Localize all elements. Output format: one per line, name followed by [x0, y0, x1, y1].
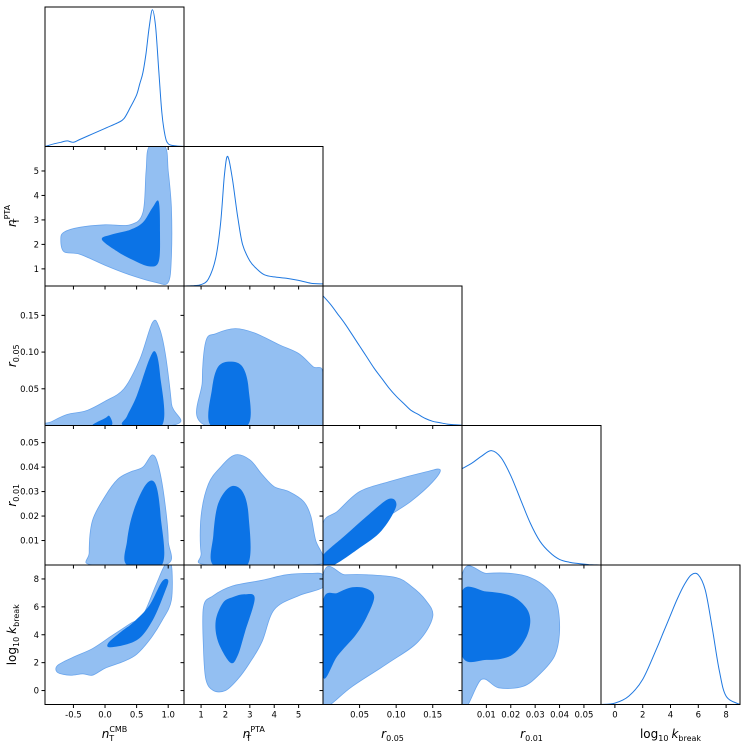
- contour-68-region: [92, 415, 113, 426]
- y-tick-label: 0.15: [20, 311, 39, 321]
- y-tick-label: 0.01: [20, 537, 39, 547]
- x-tick-label: 0.02: [501, 711, 520, 721]
- x-tick-label: 0.04: [550, 711, 569, 721]
- y-tick-label: 6: [34, 603, 39, 613]
- y-tick-label: 2: [34, 659, 39, 669]
- x-tick-label: 3: [247, 711, 252, 721]
- contour-panel-1-0: [60, 146, 173, 285]
- x-tick-label: 8: [723, 711, 728, 721]
- x-tick-label: 0.0: [98, 711, 112, 721]
- y-axis-label-r_001: r0.01: [5, 484, 21, 507]
- contour-68-region: [208, 361, 251, 426]
- y-tick-label: 5: [34, 167, 39, 177]
- y-tick-label: 8: [34, 575, 39, 585]
- x-tick-label: 5: [296, 711, 301, 721]
- contour-panel-2-1: [196, 328, 323, 426]
- contour-panel-4-1: [202, 572, 323, 693]
- contour-panel-3-1: [197, 454, 323, 565]
- x-tick-label: 1.0: [161, 711, 175, 721]
- contour-68-region: [107, 578, 169, 648]
- panel-frame-3-3: [461, 425, 602, 566]
- y-axis-label-r_005: r0.05: [5, 344, 21, 367]
- contour-panel-3-2: [323, 468, 441, 565]
- x-axis-label-nT_CMB: nCMB T: [102, 725, 128, 743]
- contour-panel-2-0: [45, 319, 182, 426]
- x-tick-label: 4: [272, 711, 277, 721]
- contour-68-region: [323, 586, 375, 679]
- panel-frame-4-4: [600, 564, 741, 705]
- marginal-curve-nT_PTA: [184, 155, 323, 286]
- x-axis-label-r_001: r0.01: [520, 727, 543, 743]
- y-axis-label-log10_kbreak: log10kbreak: [5, 604, 21, 665]
- marginal-curve-log10_kbreak: [601, 572, 740, 705]
- x-axis-label-nT_PTA: nPTA T: [243, 725, 266, 743]
- x-tick-label: 0.05: [574, 711, 593, 721]
- x-tick-label: 0.10: [387, 711, 406, 721]
- x-tick-label: 0.05: [350, 711, 369, 721]
- contour-68-region: [215, 594, 255, 664]
- x-tick-label: 4: [668, 711, 673, 721]
- x-tick-label: 1: [198, 711, 203, 721]
- y-tick-label: 0.05: [20, 439, 39, 449]
- y-axis-label-nT_PTA: nPTAT: [3, 204, 21, 227]
- x-tick-label: 2: [640, 711, 645, 721]
- contour-panel-4-3: [462, 565, 561, 705]
- contour-panel-3-0: [85, 454, 172, 565]
- contour-68-region: [101, 200, 161, 267]
- contour-panel-4-2: [323, 565, 434, 705]
- marginal-curve-r_005: [323, 295, 462, 426]
- panel-frame-2-2: [322, 285, 463, 426]
- x-tick-label: 0.03: [526, 711, 545, 721]
- y-tick-label: 0: [34, 687, 39, 697]
- contour-95-region: [55, 565, 173, 676]
- x-tick-label: 0.01: [477, 711, 496, 721]
- contour-68-region: [210, 485, 251, 565]
- y-tick-label: 3: [34, 216, 39, 226]
- x-tick-label: 0: [612, 711, 617, 721]
- x-tick-label: 0.15: [423, 711, 442, 721]
- y-tick-label: 1: [34, 265, 39, 275]
- contour-68-region: [323, 498, 397, 565]
- contour-68-region: [124, 480, 165, 565]
- y-tick-label: 0.05: [20, 385, 39, 395]
- contour-68-region: [462, 586, 531, 663]
- y-tick-label: 0.03: [20, 488, 39, 498]
- x-axis-label-log10_kbreak: log10 kbreak: [640, 727, 701, 743]
- y-tick-label: 4: [34, 191, 39, 201]
- contour-68-region: [121, 351, 165, 426]
- y-tick-label: 0.02: [20, 512, 39, 522]
- y-tick-label: 0.10: [20, 348, 39, 358]
- x-tick-label: 6: [696, 711, 701, 721]
- x-tick-label: -0.5: [65, 711, 82, 721]
- x-axis-label-r_005: r0.05: [381, 727, 404, 743]
- x-tick-label: 2: [223, 711, 228, 721]
- x-tick-label: 0.5: [130, 711, 144, 721]
- y-tick-label: 2: [34, 240, 39, 250]
- contour-panel-4-0: [55, 565, 173, 676]
- marginal-curve-r_001: [462, 450, 601, 565]
- y-tick-label: 0.04: [20, 463, 39, 473]
- marginal-curve-nT_CMB: [45, 9, 184, 147]
- y-tick-label: 4: [34, 631, 39, 641]
